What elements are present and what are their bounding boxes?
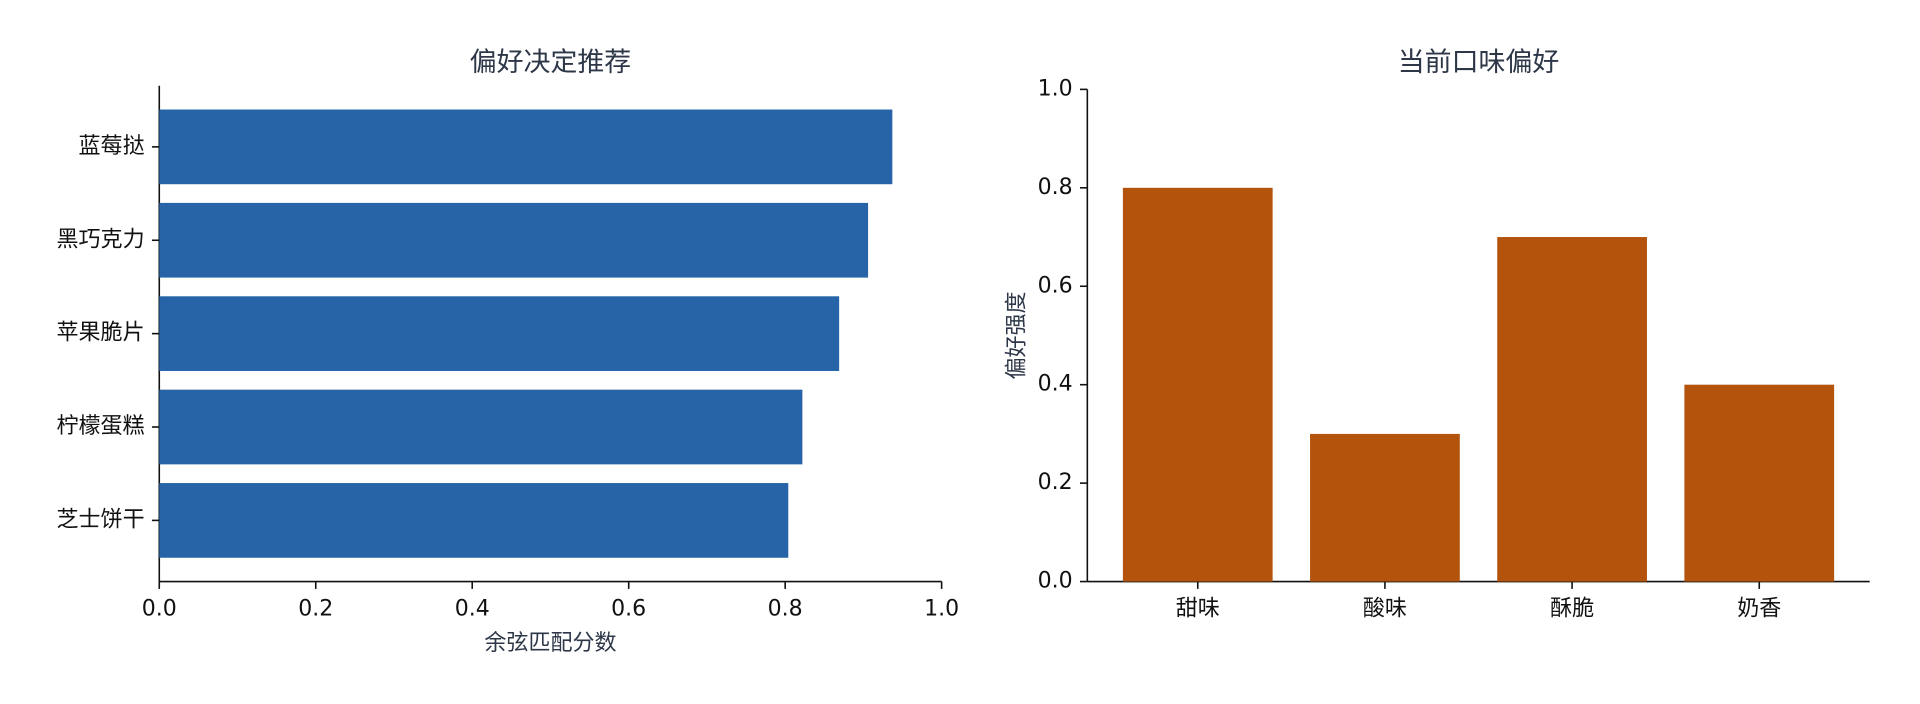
x-axis-label: 余弦匹配分数 (484, 631, 616, 656)
x-tick-label: 0.6 (611, 597, 646, 622)
chart-title: 当前口味偏好 (1398, 47, 1560, 78)
x-tick-label: 甜味 (1176, 597, 1220, 622)
y-tick-label: 0.6 (1038, 273, 1073, 298)
y-tick-label: 柠檬蛋糕 (57, 414, 145, 439)
bar (159, 389, 803, 465)
bar (159, 296, 840, 371)
bar (159, 109, 893, 185)
y-tick-label: 0.2 (1038, 470, 1073, 495)
y-tick-label: 黑巧克力 (57, 227, 145, 252)
bar (1122, 187, 1273, 582)
x-tick-label: 酸味 (1363, 597, 1407, 622)
bar (159, 483, 789, 558)
y-tick-label: 0.8 (1038, 175, 1073, 200)
chart-title: 偏好决定推荐 (470, 47, 632, 78)
x-tick-label: 0.2 (298, 597, 333, 622)
bar (159, 202, 869, 278)
bar (1684, 384, 1835, 582)
x-tick-label: 0.4 (455, 597, 490, 622)
x-tick-label: 0.8 (768, 597, 803, 622)
bar (1310, 433, 1460, 582)
y-tick-label: 1.0 (1038, 76, 1073, 101)
y-tick-label: 苹果脆片 (57, 321, 145, 346)
x-tick-label: 0.0 (142, 597, 177, 622)
y-axis-label: 偏好强度 (1005, 291, 1030, 379)
x-tick-label: 酥脆 (1550, 597, 1594, 622)
x-tick-label: 1.0 (924, 597, 959, 622)
y-tick-label: 0.0 (1038, 569, 1073, 594)
y-tick-label: 蓝莓挞 (79, 134, 145, 159)
bar (1497, 237, 1647, 582)
y-tick-label: 0.4 (1038, 372, 1073, 397)
x-tick-label: 奶香 (1737, 597, 1781, 622)
y-tick-label: 芝士饼干 (57, 507, 145, 532)
